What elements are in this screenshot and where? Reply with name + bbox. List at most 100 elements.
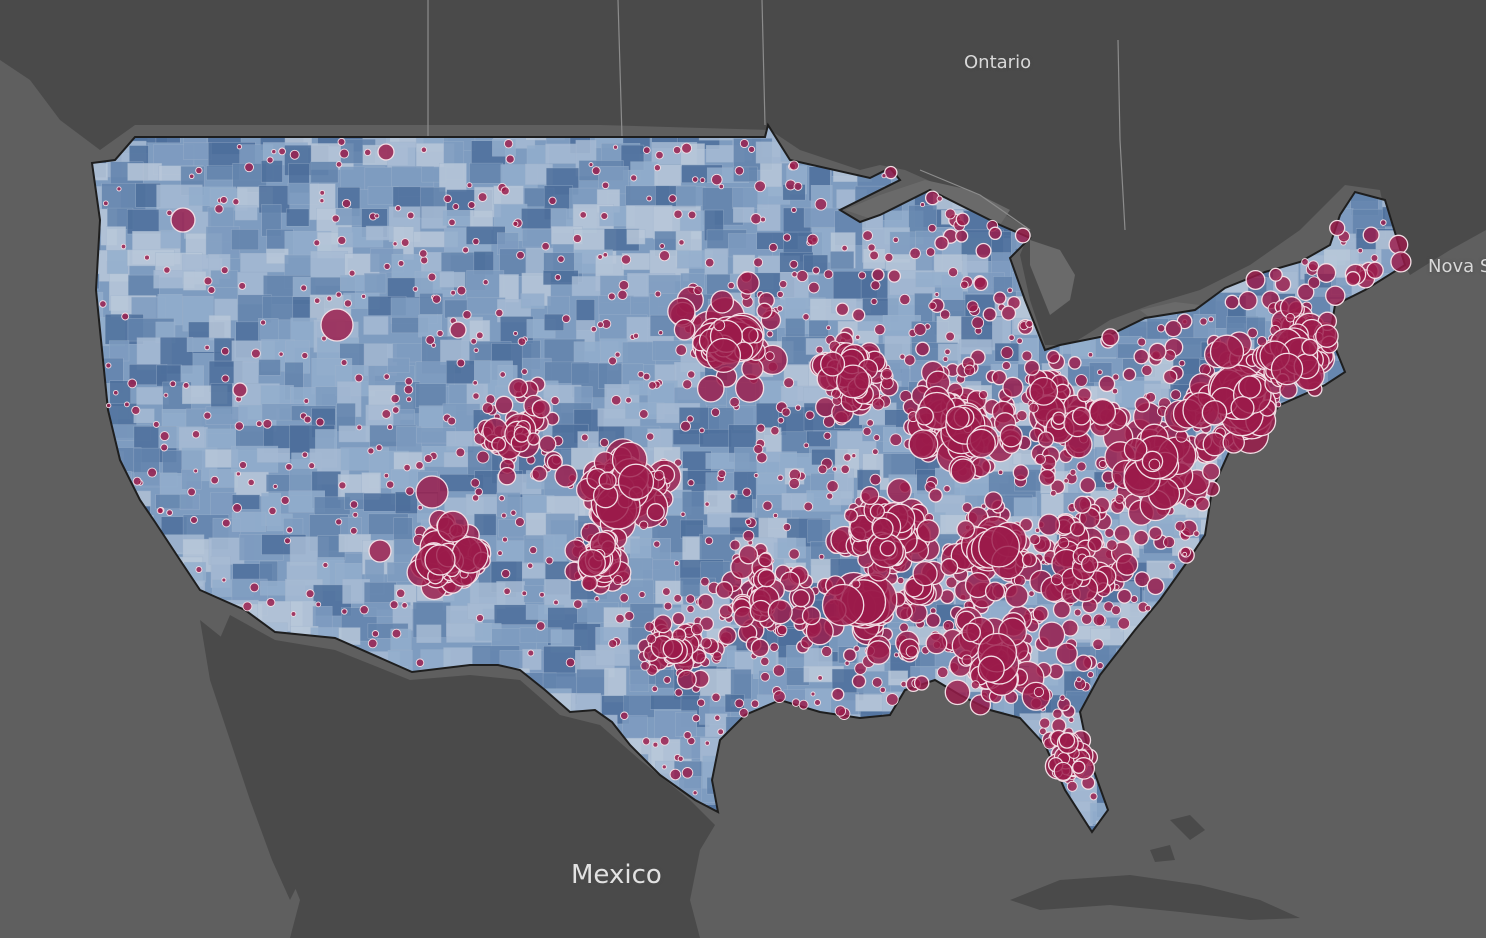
county-bubble[interactable] bbox=[147, 467, 158, 478]
county-bubble[interactable] bbox=[472, 237, 480, 246]
county-bubble[interactable] bbox=[1066, 780, 1078, 792]
county-bubble[interactable] bbox=[673, 593, 683, 603]
county-bubble[interactable] bbox=[961, 654, 973, 666]
county-bubble[interactable] bbox=[1055, 642, 1078, 665]
county-bubble[interactable] bbox=[495, 308, 504, 318]
county-bubble[interactable] bbox=[617, 463, 655, 500]
county-bubble[interactable] bbox=[691, 176, 699, 183]
county-bubble[interactable] bbox=[341, 608, 348, 615]
county-bubble[interactable] bbox=[677, 755, 684, 762]
county-bubble[interactable] bbox=[249, 582, 260, 593]
county-bubble[interactable] bbox=[412, 286, 419, 292]
county-bubble[interactable] bbox=[692, 714, 701, 723]
county-bubble[interactable] bbox=[420, 256, 429, 265]
county-bubble[interactable] bbox=[1038, 468, 1056, 487]
county-bubble[interactable] bbox=[521, 368, 528, 375]
county-bubble[interactable] bbox=[955, 212, 970, 227]
county-bubble[interactable] bbox=[869, 473, 882, 486]
county-bubble[interactable] bbox=[729, 493, 736, 500]
county-bubble[interactable] bbox=[975, 242, 992, 259]
county-bubble[interactable] bbox=[538, 435, 557, 453]
county-bubble[interactable] bbox=[1170, 389, 1182, 401]
county-bubble[interactable] bbox=[1133, 348, 1150, 365]
county-bubble[interactable] bbox=[639, 520, 649, 530]
county-bubble[interactable] bbox=[673, 209, 683, 219]
county-bubble[interactable] bbox=[612, 575, 623, 586]
county-bubble[interactable] bbox=[447, 416, 457, 426]
county-bubble[interactable] bbox=[668, 194, 677, 203]
county-bubble[interactable] bbox=[887, 269, 902, 283]
county-bubble[interactable] bbox=[772, 664, 786, 677]
county-bubble[interactable] bbox=[1021, 551, 1038, 568]
county-bubble[interactable] bbox=[377, 143, 395, 161]
county-bubble[interactable] bbox=[266, 156, 274, 164]
county-bubble[interactable] bbox=[884, 165, 898, 180]
county-bubble[interactable] bbox=[313, 297, 321, 304]
county-bubble[interactable] bbox=[1115, 553, 1139, 576]
county-bubble[interactable] bbox=[166, 509, 173, 517]
county-bubble[interactable] bbox=[970, 680, 980, 690]
county-bubble[interactable] bbox=[750, 699, 760, 708]
county-bubble[interactable] bbox=[517, 337, 527, 346]
county-bubble[interactable] bbox=[768, 242, 778, 252]
county-bubble[interactable] bbox=[712, 651, 723, 662]
county-bubble[interactable] bbox=[892, 236, 899, 244]
county-bubble[interactable] bbox=[510, 509, 517, 516]
county-bubble[interactable] bbox=[452, 203, 460, 211]
county-bubble[interactable] bbox=[1057, 536, 1070, 549]
county-bubble[interactable] bbox=[851, 674, 867, 689]
county-bubble[interactable] bbox=[124, 401, 130, 408]
county-bubble[interactable] bbox=[790, 207, 797, 213]
county-bubble[interactable] bbox=[494, 395, 514, 415]
county-bubble[interactable] bbox=[624, 610, 635, 622]
county-bubble[interactable] bbox=[1073, 495, 1092, 514]
county-bubble[interactable] bbox=[753, 472, 759, 478]
county-bubble[interactable] bbox=[501, 512, 507, 519]
county-bubble[interactable] bbox=[1148, 342, 1167, 361]
county-bubble[interactable] bbox=[678, 239, 685, 246]
county-bubble[interactable] bbox=[893, 652, 899, 658]
county-bubble[interactable] bbox=[588, 162, 594, 168]
county-bubble[interactable] bbox=[581, 574, 598, 592]
county-bubble[interactable] bbox=[885, 693, 899, 706]
county-bubble[interactable] bbox=[1058, 732, 1076, 749]
county-bubble[interactable] bbox=[757, 569, 776, 588]
county-bubble[interactable] bbox=[436, 510, 469, 543]
county-bubble[interactable] bbox=[1201, 462, 1221, 481]
county-bubble[interactable] bbox=[405, 486, 415, 496]
county-bubble[interactable] bbox=[573, 599, 583, 609]
county-bubble[interactable] bbox=[308, 462, 316, 470]
county-bubble[interactable] bbox=[190, 516, 198, 524]
county-bubble[interactable] bbox=[685, 594, 696, 604]
county-bubble[interactable] bbox=[748, 145, 756, 153]
county-bubble[interactable] bbox=[683, 731, 692, 740]
county-bubble[interactable] bbox=[1004, 583, 1029, 608]
county-bubble[interactable] bbox=[767, 599, 793, 625]
county-bubble[interactable] bbox=[835, 302, 850, 317]
county-bubble[interactable] bbox=[1238, 375, 1262, 399]
county-bubble[interactable] bbox=[105, 362, 112, 369]
county-bubble[interactable] bbox=[832, 466, 838, 472]
county-bubble[interactable] bbox=[711, 692, 721, 702]
county-bubble[interactable] bbox=[676, 669, 697, 690]
county-bubble[interactable] bbox=[371, 630, 380, 638]
county-bubble[interactable] bbox=[1034, 453, 1046, 465]
county-bubble[interactable] bbox=[1008, 334, 1015, 341]
county-bubble[interactable] bbox=[1137, 337, 1147, 347]
county-bubble[interactable] bbox=[871, 677, 883, 688]
county-bubble[interactable] bbox=[714, 714, 721, 721]
county-bubble[interactable] bbox=[889, 433, 903, 447]
county-bubble[interactable] bbox=[686, 415, 694, 423]
county-bubble[interactable] bbox=[1016, 337, 1023, 345]
county-bubble[interactable] bbox=[448, 218, 456, 227]
county-bubble[interactable] bbox=[760, 656, 770, 667]
county-bubble[interactable] bbox=[389, 600, 399, 610]
county-bubble[interactable] bbox=[669, 768, 682, 781]
county-bubble[interactable] bbox=[326, 295, 333, 302]
county-bubble[interactable] bbox=[1325, 285, 1346, 306]
county-bubble[interactable] bbox=[235, 471, 241, 477]
county-bubble[interactable] bbox=[1053, 761, 1073, 782]
county-bubble[interactable] bbox=[431, 294, 442, 304]
county-bubble[interactable] bbox=[401, 602, 408, 609]
county-bubble[interactable] bbox=[1097, 369, 1103, 376]
